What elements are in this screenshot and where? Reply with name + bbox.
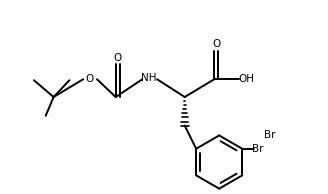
Text: OH: OH (239, 74, 255, 84)
Text: O: O (85, 74, 93, 84)
Text: O: O (113, 53, 122, 63)
Text: NH: NH (141, 73, 157, 83)
Text: Br: Br (252, 144, 264, 154)
Text: O: O (212, 39, 220, 49)
Text: Br: Br (264, 130, 276, 140)
